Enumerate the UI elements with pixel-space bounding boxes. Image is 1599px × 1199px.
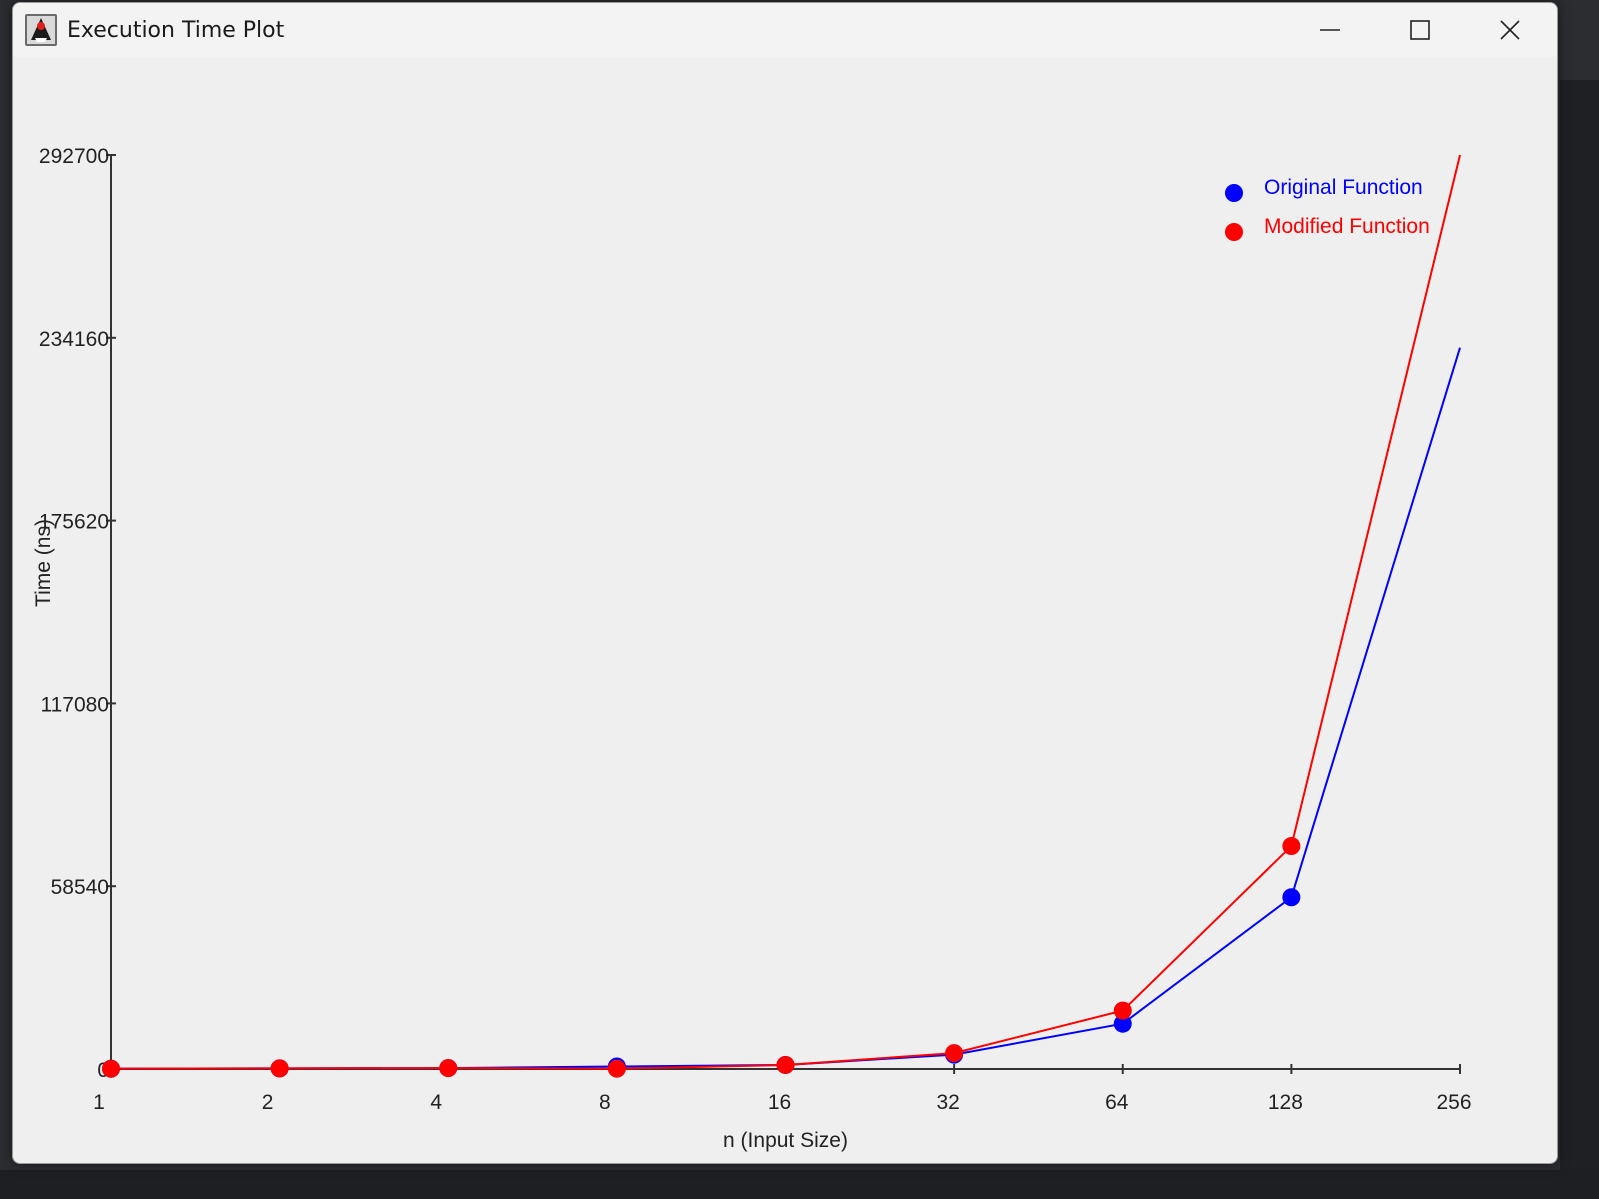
series-1	[102, 347, 1461, 1078]
data-point	[270, 1059, 289, 1078]
data-point	[945, 1044, 964, 1063]
x-tick-label: 1	[93, 1091, 105, 1114]
x-tick-label: 8	[599, 1091, 611, 1114]
taskbar-background	[0, 1170, 1599, 1199]
series-line	[110, 154, 1461, 1070]
legend-label: Original Function	[1264, 176, 1423, 199]
x-tick-label: 128	[1268, 1091, 1303, 1114]
minimize-button[interactable]	[1285, 3, 1375, 57]
x-tick-label: 4	[430, 1091, 442, 1114]
y-tick-label: 292700	[39, 145, 109, 168]
java-duke-icon[interactable]	[25, 14, 57, 46]
data-point	[1113, 1014, 1132, 1033]
legend-marker	[1225, 223, 1243, 241]
series-2	[102, 154, 1461, 1078]
x-axis-title: n (Input Size)	[723, 1129, 848, 1152]
x-tick-label: 256	[1436, 1091, 1471, 1114]
y-tick-label: 58540	[51, 876, 109, 899]
maximize-button[interactable]	[1375, 3, 1465, 57]
y-tick-label: 234160	[39, 328, 109, 351]
data-point	[1282, 888, 1301, 907]
window-title: Execution Time Plot	[67, 18, 285, 43]
close-icon	[1500, 20, 1520, 40]
maximize-icon	[1410, 20, 1430, 40]
legend-marker	[1225, 184, 1243, 202]
x-tick-label: 32	[936, 1091, 959, 1114]
data-point	[1113, 1001, 1132, 1020]
execution-time-chart: 058540117080175620234160292700 124816326…	[32, 145, 1472, 1152]
x-tick-label: 64	[1105, 1091, 1129, 1114]
series-line	[110, 347, 1461, 1070]
data-point	[102, 1059, 120, 1078]
x-tick-label: 2	[262, 1091, 274, 1114]
y-axis-title: Time (ns)	[32, 519, 55, 607]
data-point	[439, 1059, 458, 1078]
title-bar[interactable]: Execution Time Plot	[13, 3, 1557, 57]
y-ticks: 058540117080175620234160292700	[39, 145, 116, 1082]
minimize-icon	[1320, 29, 1340, 31]
x-ticks: 1 2 4 8 16 32 64 128 256	[93, 1064, 1472, 1114]
y-tick-label: 175620	[39, 511, 109, 534]
data-point	[607, 1059, 626, 1078]
axes	[110, 155, 1460, 1070]
series-layer	[102, 154, 1461, 1078]
y-tick-label: 117080	[40, 693, 109, 716]
x-tick-label: 16	[768, 1091, 791, 1114]
data-point	[1282, 837, 1301, 856]
background-window	[1560, 80, 1599, 1199]
close-button[interactable]	[1465, 3, 1555, 57]
data-point	[776, 1055, 795, 1074]
legend: Original Function Modified Function	[1225, 176, 1430, 241]
legend-label: Modified Function	[1264, 215, 1430, 238]
plot-window: Execution Time Plot 05854011708017562023…	[12, 2, 1558, 1164]
